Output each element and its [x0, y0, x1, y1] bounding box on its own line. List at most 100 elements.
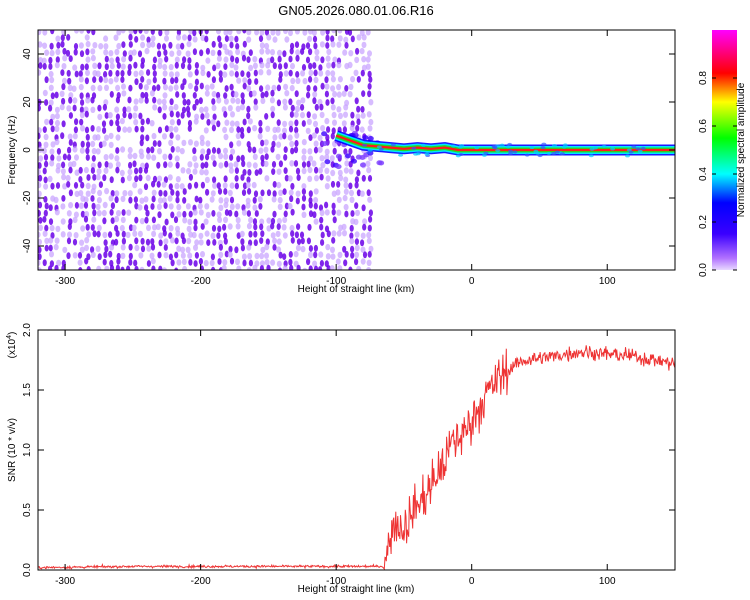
- noise-speckle: [320, 231, 325, 239]
- noise-speckle: [74, 202, 79, 209]
- noise-speckle: [331, 127, 336, 135]
- noise-speckle: [108, 250, 113, 258]
- noise-speckle: [234, 175, 239, 182]
- noise-speckle: [162, 104, 168, 111]
- noise-speckle: [157, 148, 162, 155]
- noise-speckle: [103, 76, 109, 84]
- noise-speckle: [134, 175, 139, 183]
- noise-speckle: [68, 166, 73, 174]
- noise-speckle: [80, 225, 86, 232]
- noise-speckle: [218, 162, 224, 169]
- noise-speckle: [311, 30, 317, 36]
- noise-speckle: [168, 105, 174, 113]
- signal-fleck: [631, 145, 637, 149]
- noise-speckle: [83, 201, 89, 209]
- noise-speckle: [365, 30, 371, 36]
- noise-speckle: [300, 97, 306, 104]
- noise-speckle: [108, 132, 114, 140]
- noise-speckle: [217, 258, 222, 265]
- noise-speckle: [115, 147, 120, 154]
- noise-speckle: [104, 112, 109, 119]
- noise-speckle: [145, 238, 151, 246]
- noise-speckle: [44, 160, 49, 168]
- noise-speckle: [282, 132, 287, 140]
- noise-speckle: [277, 196, 283, 204]
- noise-speckle: [164, 35, 169, 42]
- noise-speckle: [331, 190, 337, 197]
- noise-speckle: [114, 238, 119, 246]
- noise-speckle: [203, 127, 209, 134]
- noise-speckle: [79, 92, 84, 100]
- noise-speckle: [253, 98, 258, 106]
- noise-speckle: [55, 35, 61, 42]
- noise-speckle: [300, 104, 305, 111]
- signal-fleck: [559, 152, 565, 156]
- noise-speckle: [290, 77, 296, 85]
- noise-speckle: [185, 105, 191, 113]
- noise-speckle: [128, 33, 133, 41]
- signal-fleck: [499, 143, 505, 147]
- noise-speckle: [278, 76, 283, 83]
- colorbar-tick-label: 0.6: [698, 119, 709, 133]
- noise-speckle: [161, 267, 167, 270]
- noise-speckle: [54, 106, 60, 114]
- noise-speckle: [97, 253, 102, 261]
- noise-speckle: [168, 183, 173, 191]
- signal-fleck: [420, 143, 426, 147]
- noise-speckle: [367, 196, 373, 203]
- noise-speckle: [265, 62, 271, 69]
- noise-speckle: [86, 266, 91, 270]
- noise-speckle: [116, 210, 121, 217]
- noise-speckle: [84, 34, 90, 41]
- noise-speckle: [209, 83, 215, 90]
- noise-speckle: [150, 203, 155, 210]
- noise-speckle: [313, 197, 319, 204]
- noise-speckle: [278, 251, 283, 259]
- noise-speckle: [368, 245, 374, 253]
- noise-speckle: [170, 189, 175, 196]
- noise-speckle: [330, 169, 336, 177]
- noise-speckle: [48, 104, 53, 112]
- noise-speckle: [205, 57, 211, 64]
- noise-speckle: [43, 153, 49, 161]
- noise-speckle: [55, 56, 60, 64]
- noise-speckle: [246, 105, 251, 113]
- noise-speckle: [288, 98, 293, 106]
- noise-speckle: [312, 211, 317, 219]
- noise-speckle: [218, 251, 224, 258]
- noise-speckle: [109, 264, 115, 270]
- noise-speckle: [229, 83, 234, 91]
- noise-speckle: [42, 126, 47, 133]
- noise-speckle: [200, 34, 206, 41]
- noise-speckle: [121, 90, 127, 97]
- noise-speckle: [204, 112, 210, 119]
- noise-speckle: [49, 160, 55, 167]
- noise-speckle: [38, 62, 43, 69]
- noise-speckle: [205, 47, 210, 55]
- noise-speckle: [259, 85, 264, 92]
- noise-speckle: [158, 265, 163, 270]
- noise-speckle: [332, 216, 337, 224]
- noise-speckle: [295, 54, 300, 62]
- noise-speckle: [361, 41, 367, 49]
- noise-speckle: [306, 111, 311, 119]
- noise-speckle: [342, 230, 347, 237]
- spectrogram-x-tick-label: -200: [191, 276, 211, 287]
- noise-speckle: [56, 259, 62, 267]
- noise-speckle: [325, 243, 331, 251]
- noise-speckle: [336, 181, 341, 188]
- spectrogram-y-axis-label: Frequency (Hz): [7, 116, 18, 185]
- noise-speckle: [127, 168, 133, 176]
- noise-speckle: [211, 98, 216, 105]
- noise-speckle: [266, 217, 272, 224]
- noise-speckle: [126, 126, 132, 133]
- noise-speckle: [155, 223, 161, 230]
- noise-speckle: [162, 92, 168, 99]
- noise-speckle: [222, 182, 228, 189]
- noise-speckle: [212, 239, 217, 246]
- noise-speckle: [150, 41, 156, 48]
- noise-speckle: [296, 174, 301, 182]
- noise-speckle: [289, 140, 295, 148]
- noise-speckle: [115, 134, 121, 141]
- noise-speckle: [84, 211, 90, 218]
